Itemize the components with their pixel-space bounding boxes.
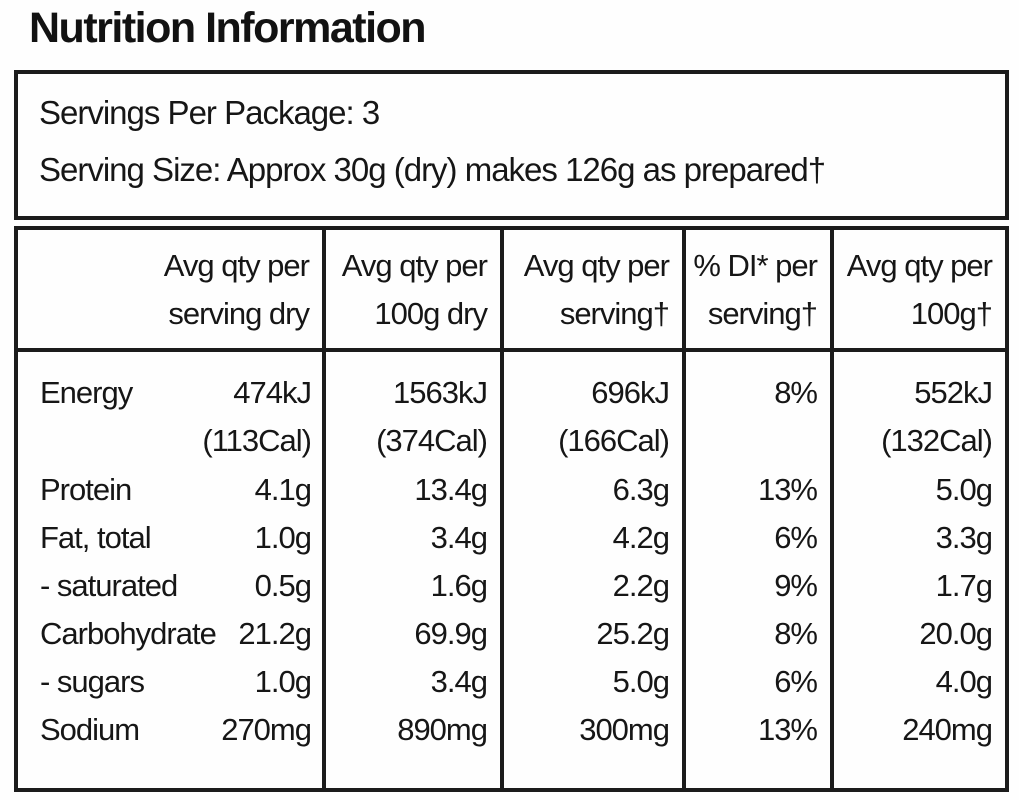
header-avg-qty-per-serving-dry: Avg qty per serving dry — [163, 248, 310, 331]
header-avg-qty-per-100g-prepared: Avg qty per 100g† — [830, 230, 1005, 348]
column-per-100g-prepared: 552kJ (132Cal) 5.0g 3.3g 1.7g 20.0g 4.0g… — [830, 352, 1005, 788]
nutrient-value: 13.4g — [414, 472, 488, 507]
nutrient-value: 5.0g — [612, 664, 670, 699]
nutrient-value: 8% — [774, 375, 818, 410]
nutrient-value: 1563kJ (374Cal) — [376, 375, 488, 458]
table-header-row: Avg qty per serving dry Avg qty per 100g… — [18, 230, 1005, 352]
nutrient-value: 3.3g — [935, 520, 993, 555]
nutrient-value: 4.2g — [612, 520, 670, 555]
nutrient-value: 474kJ (113Cal) — [202, 375, 312, 458]
table-body: Energy 474kJ (113Cal) Protein 4.1g Fat, … — [18, 352, 1005, 788]
nutrient-value: 270mg — [221, 712, 312, 747]
nutrient-value: 5.0g — [935, 472, 993, 507]
nutrient-name: - saturated — [40, 568, 178, 603]
table-row: Protein 4.1g — [18, 466, 322, 514]
nutrient-value: 3.4g — [430, 520, 488, 555]
column-nutrient-and-serving-dry: Energy 474kJ (113Cal) Protein 4.1g Fat, … — [18, 352, 322, 788]
nutrient-value: 13% — [757, 472, 818, 507]
column-percent-di-per-serving: 8% 13% 6% 9% 8% 6% 13% — [682, 352, 830, 788]
table-row: Carbohydrate 21.2g — [18, 610, 322, 658]
header-percent-di-per-serving: % DI* per serving† — [682, 230, 830, 348]
serving-size-text: Serving Size: Approx 30g (dry) makes 126… — [39, 151, 826, 188]
table-row: Sodium 270mg — [18, 706, 322, 754]
nutrient-value: 1.0g — [254, 520, 312, 555]
nutrient-value: 890mg — [397, 712, 488, 747]
nutrient-value: 1.0g — [254, 664, 312, 699]
nutrient-value: 552kJ (132Cal) — [881, 375, 993, 458]
nutrient-value: 20.0g — [919, 616, 993, 651]
nutrient-value: 1.7g — [935, 568, 993, 603]
nutrient-value: 0.5g — [254, 568, 312, 603]
table-row: - saturated 0.5g — [18, 562, 322, 610]
header-avg-qty-per-100g-dry: Avg qty per 100g dry — [322, 230, 500, 348]
nutrition-table: Avg qty per serving dry Avg qty per 100g… — [14, 226, 1009, 792]
nutrient-name: Energy — [40, 375, 133, 410]
nutrient-name: Fat, total — [40, 520, 152, 555]
nutrient-value: 8% — [774, 616, 818, 651]
nutrient-value: 696kJ (166Cal) — [558, 375, 670, 458]
nutrient-name: Sodium — [40, 712, 140, 747]
header-avg-qty-per-serving-prepared: Avg qty per serving† — [500, 230, 682, 348]
table-row: - sugars 1.0g — [18, 658, 322, 706]
nutrient-value: 25.2g — [596, 616, 670, 651]
nutrient-name: Protein — [40, 472, 132, 507]
nutrient-name: - sugars — [40, 664, 145, 699]
nutrient-value: 3.4g — [430, 664, 488, 699]
nutrient-value: 1.6g — [430, 568, 488, 603]
nutrient-value: 21.2g — [238, 616, 312, 651]
servings-per-package-text: Servings Per Package: 3 — [39, 94, 380, 131]
nutrient-name: Carbohydrate — [40, 616, 217, 651]
nutrient-value: 2.2g — [612, 568, 670, 603]
nutrient-value: 9% — [774, 568, 818, 603]
servings-box: Servings Per Package: 3 Serving Size: Ap… — [14, 70, 1009, 220]
nutrient-value: 6% — [774, 664, 818, 699]
nutrient-value: 4.0g — [935, 664, 993, 699]
nutrient-value: 6% — [774, 520, 818, 555]
table-row: Energy 474kJ (113Cal) — [18, 369, 322, 466]
table-row: Fat, total 1.0g — [18, 514, 322, 562]
page-title: Nutrition Information — [29, 4, 427, 52]
nutrient-value: 300mg — [579, 712, 670, 747]
nutrient-value: 6.3g — [612, 472, 670, 507]
nutrient-value: 13% — [757, 712, 818, 747]
column-per-serving-prepared: 696kJ (166Cal) 6.3g 4.2g 2.2g 25.2g 5.0g… — [500, 352, 682, 788]
nutrient-value: 240mg — [902, 712, 993, 747]
column-per-100g-dry: 1563kJ (374Cal) 13.4g 3.4g 1.6g 69.9g 3.… — [322, 352, 500, 788]
nutrient-value: 4.1g — [254, 472, 312, 507]
nutrient-value: 69.9g — [414, 616, 488, 651]
